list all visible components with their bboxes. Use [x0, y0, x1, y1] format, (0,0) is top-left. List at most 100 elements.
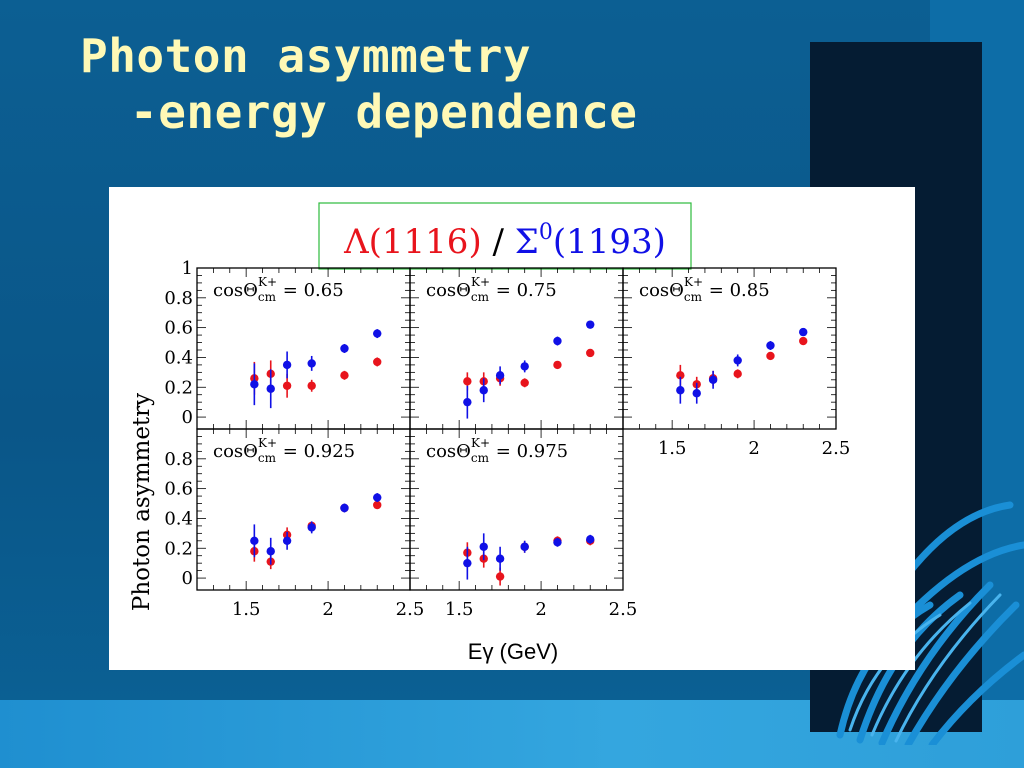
- chart-header: Λ(1116) / Σ0(1193): [343, 220, 666, 262]
- sigma-point: [373, 329, 382, 338]
- lambda-point: [553, 360, 562, 370]
- header-box: [318, 202, 692, 270]
- sigma-point: [340, 344, 349, 353]
- lambda-point: [676, 371, 685, 380]
- panel-frame: [409, 428, 624, 591]
- lambda-point: [520, 378, 529, 387]
- sigma-label: Σ: [515, 222, 539, 262]
- label-subscript: cm: [258, 451, 277, 465]
- y-tick-label-bottom: 0: [182, 568, 193, 589]
- x-tick-label: 1.5: [445, 599, 474, 620]
- x-tick-label: 2.5: [822, 438, 851, 459]
- panel-3: cosΘcmK+ = 0.85: [622, 267, 837, 430]
- label-superscript: K+: [471, 436, 490, 450]
- sigma-point: [708, 375, 718, 385]
- header-separator: /: [482, 222, 515, 262]
- y-tick-label-top: 1: [182, 258, 193, 279]
- lambda-point: [307, 381, 316, 390]
- lambda-point: [766, 351, 775, 361]
- sigma-point: [495, 371, 505, 380]
- label-value: = 0.65: [277, 280, 344, 301]
- sigma-point: [266, 547, 275, 556]
- sigma-point: [250, 536, 259, 546]
- sigma-point: [282, 360, 292, 370]
- panel-label: cosΘcmK+ = 0.975: [426, 436, 568, 465]
- sigma-point: [586, 320, 595, 329]
- panel-2: cosΘcmK+ = 0.75: [409, 267, 624, 430]
- panels-group: cosΘcmK+ = 0.65 cosΘcmK+ = 0.75 cosΘcmK+ =…: [164, 258, 850, 620]
- y-axis-label: Photon asymmetry: [129, 393, 155, 611]
- label-value: = 0.975: [490, 441, 568, 462]
- sigma-point: [553, 336, 562, 346]
- label-value: = 0.925: [277, 441, 355, 462]
- panel-label: cosΘcmK+ = 0.75: [426, 275, 557, 304]
- sigma-point: [463, 397, 472, 407]
- sigma-point: [479, 386, 488, 395]
- lambda-point: [373, 500, 382, 510]
- asymmetry-chart: Λ(1116) / Σ0(1193) Photon asymmetry Eγ (…: [129, 202, 850, 664]
- x-tick-label: 2: [748, 438, 759, 459]
- lambda-label: Λ(1116): [343, 222, 482, 262]
- title-line-1: Photon asymmetry: [80, 29, 532, 83]
- sigma-point: [463, 558, 472, 568]
- x-tick-label: 2: [322, 599, 333, 620]
- sigma-mass: (1193): [553, 222, 666, 262]
- y-tick-label-top: 0.6: [164, 318, 193, 339]
- sigma-point: [733, 356, 742, 365]
- sigma-point: [799, 327, 808, 337]
- x-tick-label: 2: [535, 599, 546, 620]
- y-tick-label-top: 0.8: [164, 288, 193, 309]
- sigma-point: [340, 503, 349, 513]
- label-superscript: K+: [258, 275, 277, 289]
- y-tick-label-bottom: 0.2: [164, 538, 193, 559]
- label-prefix: cosΘ: [426, 441, 471, 462]
- chart-figure: Λ(1116) / Σ0(1193) Photon asymmetry Eγ (…: [109, 187, 915, 670]
- label-value: = 0.85: [703, 280, 770, 301]
- y-tick-label-top: 0.2: [164, 377, 193, 398]
- label-subscript: cm: [684, 290, 703, 304]
- sigma-point: [282, 536, 292, 546]
- sigma-point: [495, 554, 505, 563]
- sigma-point: [766, 341, 775, 350]
- sigma-point: [307, 359, 316, 368]
- sigma-point: [553, 538, 562, 547]
- lambda-point: [463, 377, 472, 386]
- panel-1: cosΘcmK+ = 0.65: [196, 267, 411, 430]
- label-prefix: cosΘ: [426, 280, 471, 301]
- panel-frame: [622, 267, 837, 430]
- sigma-point: [586, 535, 595, 544]
- sigma-point: [479, 542, 488, 551]
- panel-label: cosΘcmK+ = 0.85: [639, 275, 770, 304]
- y-tick-label-bottom: 0.6: [164, 479, 193, 500]
- x-tick-label: 2.5: [609, 599, 638, 620]
- label-subscript: cm: [471, 290, 490, 304]
- sigma-point: [676, 386, 685, 395]
- panel-4: cosΘcmK+ = 0.925: [196, 428, 411, 591]
- sigma-point: [307, 523, 316, 532]
- lambda-point: [340, 371, 349, 380]
- y-tick-label-bottom: 0.8: [164, 449, 193, 470]
- lambda-point: [799, 336, 808, 346]
- sigma-superscript: 0: [539, 220, 553, 245]
- panel-label: cosΘcmK+ = 0.925: [213, 436, 355, 465]
- x-axis-label: Eγ (GeV): [468, 639, 558, 664]
- y-tick-label-top: 0.4: [164, 347, 193, 368]
- sigma-point: [266, 384, 275, 393]
- sigma-point: [373, 493, 382, 502]
- lambda-point: [733, 369, 742, 379]
- label-superscript: K+: [684, 275, 703, 289]
- label-value: = 0.75: [490, 280, 557, 301]
- slide-title: Photon asymmetry -energy dependence: [80, 28, 638, 140]
- label-subscript: cm: [471, 451, 490, 465]
- x-tick-label: 2.5: [396, 599, 425, 620]
- label-prefix: cosΘ: [639, 280, 684, 301]
- y-tick-label-top: 0: [182, 407, 193, 428]
- sigma-point: [692, 389, 701, 398]
- sigma-point: [250, 380, 259, 389]
- lambda-point: [495, 572, 505, 581]
- label-prefix: cosΘ: [213, 441, 258, 462]
- panel-5: cosΘcmK+ = 0.975: [409, 428, 624, 591]
- label-superscript: K+: [471, 275, 490, 289]
- x-tick-label: 1.5: [658, 438, 687, 459]
- title-line-2: -energy dependence: [130, 85, 638, 140]
